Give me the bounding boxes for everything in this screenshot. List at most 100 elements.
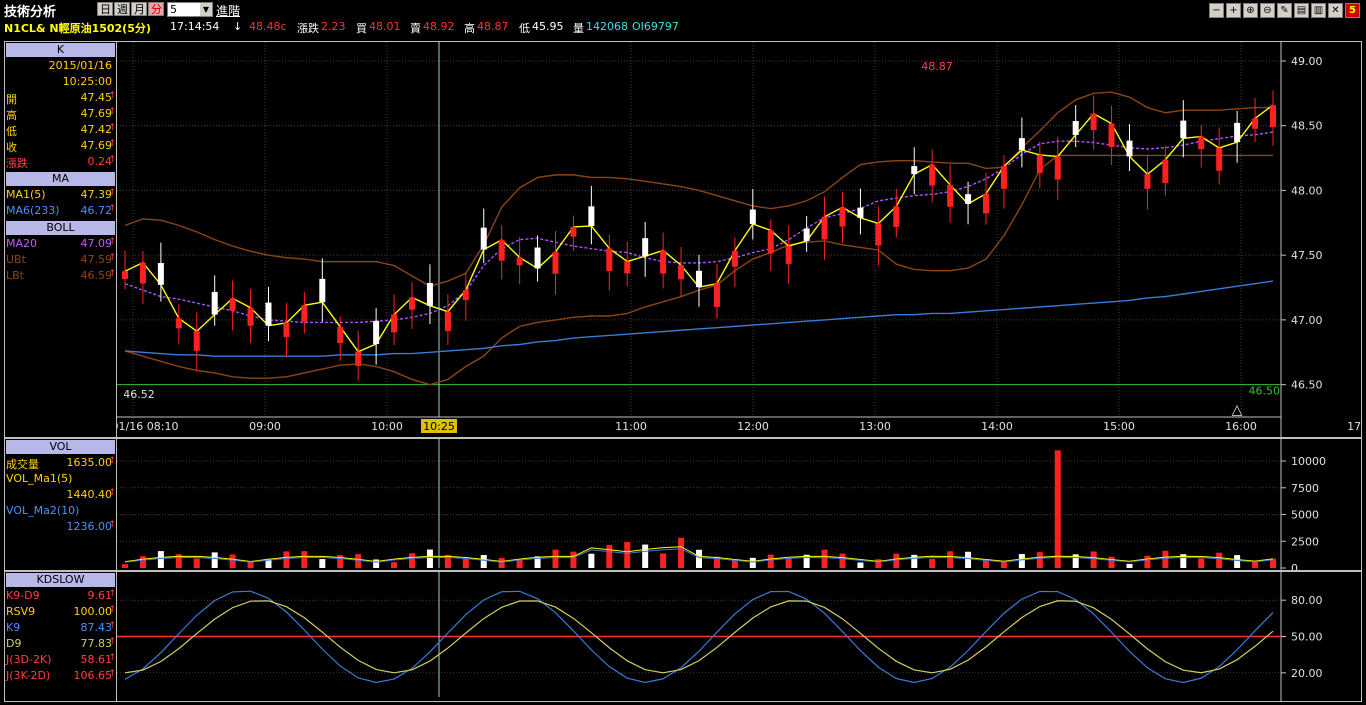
legend-row: LBt 46.59 ↑ bbox=[5, 269, 116, 285]
open-interest: OI69797 bbox=[632, 20, 679, 33]
volume-bar bbox=[731, 560, 738, 568]
close-icon[interactable]: ✕ bbox=[1328, 3, 1343, 18]
candle-body bbox=[1108, 123, 1115, 147]
candle-body bbox=[839, 207, 846, 227]
legend-value: 100.00 bbox=[73, 605, 113, 618]
x-tick-label: 13:00 bbox=[859, 420, 891, 433]
price-chart[interactable]: 49.00 48.50 48.00 47.50 47.00 46.50 01/16 08:1… bbox=[117, 42, 1361, 437]
chevron-down-icon: ▼ bbox=[200, 3, 212, 16]
candle-body bbox=[1090, 113, 1097, 131]
volume-bar bbox=[767, 554, 774, 568]
y-tick-label: 47.00 bbox=[1291, 314, 1323, 327]
volume-bar bbox=[785, 558, 792, 568]
zoom-out-icon[interactable]: ⊖ bbox=[1260, 3, 1275, 18]
volume-bar bbox=[283, 551, 290, 568]
volume-bar bbox=[696, 549, 702, 568]
candle-body bbox=[409, 297, 415, 310]
last-price: 48.48c bbox=[249, 20, 287, 33]
high-marker: 48.87 bbox=[921, 60, 953, 73]
legend-row: D9 77.83 ↑ bbox=[5, 637, 116, 653]
legend-value: 47.69 bbox=[80, 139, 113, 152]
save-icon[interactable]: ▤ bbox=[1294, 3, 1309, 18]
candle-body bbox=[983, 193, 989, 214]
minus-icon[interactable]: − bbox=[1209, 3, 1224, 18]
legend-label: J(3D-2K) bbox=[6, 653, 52, 666]
up-arrow-icon: ↑ bbox=[108, 107, 116, 117]
plus-icon[interactable]: + bbox=[1226, 3, 1241, 18]
legend-label: MA6(233) bbox=[6, 204, 60, 217]
low-label: 低 bbox=[519, 22, 530, 35]
volume-bar bbox=[821, 549, 828, 568]
volume-bar bbox=[965, 551, 972, 568]
candle-body bbox=[193, 331, 200, 351]
legend-value: 2015/01/16 bbox=[48, 59, 112, 72]
y-tick-label: 80.00 bbox=[1291, 594, 1323, 607]
five-icon[interactable]: 5 bbox=[1345, 3, 1360, 18]
candle-body bbox=[875, 223, 882, 246]
tools-icon[interactable]: ✎ bbox=[1277, 3, 1292, 18]
y-tick-label: 48.00 bbox=[1291, 184, 1323, 197]
volume-bar bbox=[588, 553, 595, 568]
support-label: 46.50 bbox=[1249, 385, 1281, 398]
high-value: 48.87 bbox=[477, 20, 509, 33]
candle-body bbox=[355, 351, 362, 366]
volume-bar bbox=[947, 551, 954, 568]
legend-header: BOLL bbox=[6, 221, 115, 235]
volume-bar bbox=[229, 554, 236, 568]
legend-value: 58.61 bbox=[80, 653, 113, 666]
volume-bar bbox=[1234, 555, 1241, 568]
legend-row: 低 47.42 ↑ bbox=[5, 123, 116, 139]
volume-bar bbox=[857, 562, 864, 568]
low-marker: 46.52 bbox=[123, 388, 155, 401]
volume-bar bbox=[444, 554, 451, 568]
legend-value: 47.09 bbox=[80, 237, 113, 250]
legend-row: K9 87.43 ↑ bbox=[5, 621, 116, 637]
advanced-link[interactable]: 進階 bbox=[216, 4, 241, 18]
kd-chart[interactable]: 80.00 50.00 20.00 bbox=[117, 572, 1361, 701]
volume-bar bbox=[211, 552, 218, 568]
period-minute-button[interactable]: 分 bbox=[148, 2, 164, 16]
app-title: 技術分析 bbox=[4, 5, 57, 20]
y-tick-label: 10000 bbox=[1291, 455, 1326, 468]
candle-body bbox=[696, 270, 702, 288]
zoom-icon[interactable]: ⊕ bbox=[1243, 3, 1258, 18]
period-minutes-select[interactable]: 5 ▼ bbox=[167, 2, 213, 17]
volume-bar bbox=[1000, 561, 1007, 568]
volume-bar bbox=[1144, 555, 1151, 568]
up-arrow-icon: ↑ bbox=[108, 253, 116, 263]
legend-row: J(3K-2D) 106.65 ↑ bbox=[5, 669, 116, 685]
print-icon[interactable]: ▥ bbox=[1311, 3, 1326, 18]
candle-body bbox=[588, 206, 595, 226]
legend-row: UBt 47.59 ↑ bbox=[5, 253, 116, 269]
up-arrow-icon: ↑ bbox=[108, 653, 116, 663]
volume-bar bbox=[893, 553, 900, 568]
candle-body bbox=[1216, 147, 1223, 171]
price-legend: K 2015/01/16 10:25:00 開 47.45 ↑ 高 47.69 ↑ 低 47.42 ↑… bbox=[5, 42, 117, 437]
candle-body bbox=[767, 230, 774, 254]
legend-label: 高 bbox=[6, 109, 17, 122]
legend-label: 收 bbox=[6, 141, 17, 154]
candle-body bbox=[1072, 121, 1079, 135]
legend-row: J(3D-2K) 58.61 ↑ bbox=[5, 653, 116, 669]
y-tick-label: 49.00 bbox=[1291, 55, 1323, 68]
candle-body bbox=[893, 206, 900, 228]
legend-value: 47.69 bbox=[80, 107, 113, 120]
volume-bar bbox=[337, 555, 344, 568]
up-arrow-icon: ↑ bbox=[108, 621, 116, 631]
volume-bar bbox=[570, 551, 577, 568]
volume-bar bbox=[911, 554, 918, 568]
volume-bar bbox=[391, 562, 398, 568]
volume-bar bbox=[157, 551, 164, 568]
candle-body bbox=[678, 265, 685, 280]
volume-bar bbox=[1018, 554, 1025, 568]
period-week-button[interactable]: 週 bbox=[114, 2, 130, 16]
period-month-button[interactable]: 月 bbox=[131, 2, 147, 16]
volume-bar bbox=[552, 549, 559, 568]
period-day-button[interactable]: 日 bbox=[97, 2, 113, 16]
ask-value: 48.92 bbox=[423, 20, 455, 33]
y-tick-label: 2500 bbox=[1291, 535, 1319, 548]
volume-chart[interactable]: 10000 7500 5000 2500 0 bbox=[117, 439, 1361, 570]
x-tick-label: 16:00 bbox=[1225, 420, 1257, 433]
up-arrow-icon: ↑ bbox=[108, 139, 116, 149]
volume-bar bbox=[1180, 554, 1187, 568]
